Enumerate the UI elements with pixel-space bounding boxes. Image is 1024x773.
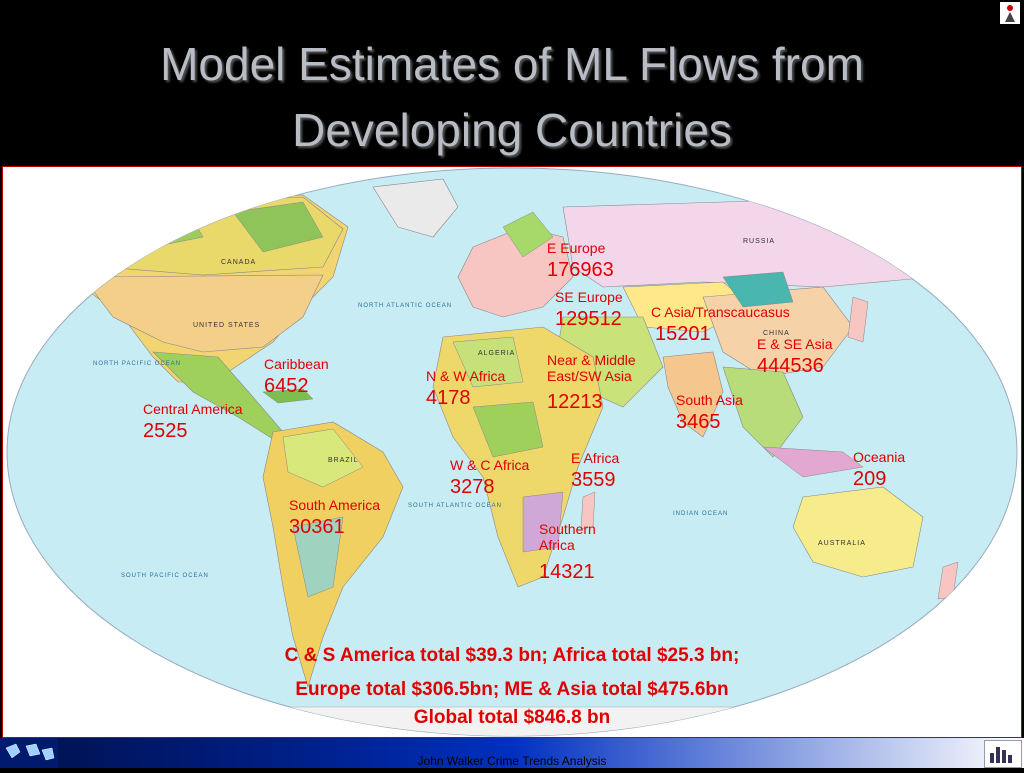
- map-label-russia: RUSSIA: [743, 238, 775, 245]
- region-value-south-america: 30361: [289, 516, 345, 538]
- region-value-n-w-africa: 4178: [426, 387, 471, 409]
- map-label-algeria: ALGERIA: [478, 350, 515, 357]
- region-value-w-c-africa: 3278: [450, 476, 495, 498]
- map-label-north-pacific: NORTH PACIFIC OCEAN: [93, 361, 181, 367]
- region-label-near-middle-east: Near & Middle East/SW Asia: [547, 352, 636, 384]
- region-label-se-europe: SE Europe: [555, 289, 623, 305]
- world-map-graphic: CANADA UNITED STATES RUSSIA BRAZIL AUSTR…: [6, 167, 1018, 737]
- region-value-near-middle-east: 12213: [547, 391, 603, 413]
- region-value-central-america: 2525: [143, 420, 188, 442]
- bar-chart-logo-icon: [984, 740, 1022, 768]
- footer-bar: [0, 738, 1024, 768]
- totals-line-1: C & S America total $39.3 bn; Africa tot…: [284, 645, 740, 666]
- map-label-australia: AUSTRALIA: [818, 540, 866, 547]
- region-label-e-africa: E Africa: [571, 450, 620, 466]
- region-label-south-america: South America: [289, 497, 381, 513]
- map-label-south-pacific: SOUTH PACIFIC OCEAN: [121, 573, 209, 579]
- region-value-south-asia: 3465: [676, 411, 721, 433]
- region-label-e-europe: E Europe: [547, 240, 606, 256]
- region-value-caribbean: 6452: [264, 375, 309, 397]
- footer-text: John Walker Crime Trends Analysis: [417, 754, 607, 768]
- map-label-south-atlantic: SOUTH ATLANTIC OCEAN: [408, 503, 502, 509]
- totals-line-3: Global total $846.8 bn: [413, 707, 611, 728]
- map-label-north-atlantic: NORTH ATLANTIC OCEAN: [358, 303, 452, 309]
- region-value-e-africa: 3559: [571, 469, 616, 491]
- map-label-canada: CANADA: [221, 259, 256, 266]
- map-label-usa: UNITED STATES: [193, 322, 260, 329]
- world-map: CANADA UNITED STATES RUSSIA BRAZIL AUSTR…: [2, 166, 1022, 738]
- slide-title-line-1: Model Estimates of ML Flows from: [160, 38, 864, 90]
- region-label-w-c-africa: W & C Africa: [450, 457, 530, 473]
- region-value-e-europe: 176963: [547, 259, 614, 281]
- region-label-southern-africa: Southern Africa: [539, 521, 596, 553]
- title-bar: Model Estimates of ML Flows from Develop…: [0, 0, 1024, 165]
- region-label-n-w-africa: N & W Africa: [426, 368, 506, 384]
- map-label-indian-ocean: INDIAN OCEAN: [673, 511, 728, 517]
- region-label-oceania: Oceania: [853, 449, 906, 465]
- map-label-brazil: BRAZIL: [328, 457, 359, 464]
- region-label-caribbean: Caribbean: [264, 356, 329, 372]
- region-label-e-se-asia: E & SE Asia: [757, 336, 833, 352]
- map-label-china: CHINA: [763, 330, 790, 337]
- region-label-central-america: Central America: [143, 401, 243, 417]
- region-label-south-asia: South Asia: [676, 392, 743, 408]
- region-value-c-asia: 15201: [655, 323, 711, 345]
- region-value-oceania: 209: [853, 468, 887, 490]
- globe-logo-icon: [0, 738, 58, 768]
- slide-title-line-2: Developing Countries: [292, 104, 732, 156]
- region-value-se-europe: 129512: [555, 308, 622, 330]
- logo-icon: [1000, 2, 1020, 24]
- region-value-southern-africa: 14321: [539, 561, 595, 583]
- region-value-e-se-asia: 444536: [757, 355, 824, 377]
- totals-line-2: Europe total $306.5bn; ME & Asia total $…: [295, 679, 729, 700]
- region-label-c-asia: C Asia/Transcaucasus: [651, 304, 790, 320]
